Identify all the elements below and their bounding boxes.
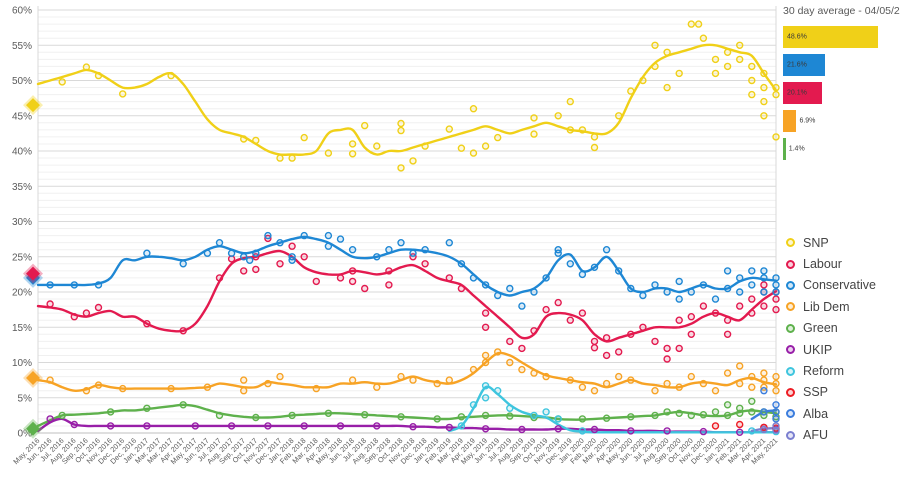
- series-line-conservative: [36, 235, 778, 297]
- y-axis-label: 55%: [12, 41, 32, 52]
- legend-marker-icon: [786, 366, 795, 376]
- average-bar-green: [783, 138, 786, 160]
- series-line-snp: [36, 43, 778, 156]
- legend-item-ukip: UKIP: [786, 339, 898, 360]
- legend-item-snp: SNP: [786, 232, 898, 253]
- legend-label: UKIP: [803, 342, 833, 357]
- series-line-ukip: [36, 417, 778, 434]
- series-line-green: [36, 403, 778, 428]
- legend-label: Reform: [803, 364, 844, 379]
- series-polls-lib-dem: [46, 348, 780, 395]
- y-axis-label: 20%: [12, 288, 32, 299]
- average-bar-row: 48.6%: [783, 26, 897, 48]
- series-line-labour: [36, 249, 778, 343]
- series-line-reform: [448, 385, 778, 434]
- y-axis-label: 50%: [12, 76, 32, 87]
- gridlines: 0% 5% 10% 15% 20% 25% 30% 35% 40% 45% 50% 55% 60%: [12, 6, 777, 440]
- average-panel-title: 30 day average - 04/05/21: [783, 5, 900, 17]
- legend-marker-icon: [786, 280, 795, 290]
- legend-item-labour: Labour: [786, 253, 898, 274]
- legend-marker-icon: [786, 345, 795, 355]
- average-panel: 30 day average - 04/05/21 48.6% 21.6% 20.1…: [783, 5, 900, 166]
- average-bar-labour: [783, 82, 823, 104]
- legend-marker-icon: [786, 238, 795, 248]
- average-bar-value: 1.4%: [788, 145, 805, 153]
- series-polls-reform: [457, 382, 780, 436]
- legend-item-ssp: SSP: [786, 382, 898, 403]
- y-axis-label: 45%: [12, 111, 32, 122]
- y-axis-label: 25%: [12, 252, 32, 263]
- y-axis-label: 15%: [12, 323, 32, 334]
- legend-item-reform: Reform: [786, 360, 898, 381]
- series-polls-alba: [760, 387, 780, 423]
- legend-marker-icon: [786, 259, 795, 269]
- y-axis-label: 40%: [12, 147, 32, 158]
- legend-marker-icon: [786, 409, 795, 419]
- legend-label: Labour: [803, 257, 842, 272]
- legend-label: Alba: [803, 406, 829, 421]
- legend-label: SSP: [803, 385, 829, 400]
- series-polls-snp: [58, 20, 780, 172]
- legend-marker-icon: [786, 302, 795, 312]
- legend-label: Conservative: [803, 278, 876, 293]
- legend-item-afu: AFU: [786, 425, 898, 446]
- average-bar-row: 20.1%: [783, 82, 897, 104]
- average-bar-row: 21.6%: [783, 54, 897, 76]
- legend-item-conservative: Conservative: [786, 275, 898, 296]
- average-bar-conservative: [783, 54, 826, 76]
- series-polls-afu: [760, 422, 780, 434]
- legend-marker-icon: [786, 323, 795, 333]
- legend-label: AFU: [803, 428, 828, 443]
- series-polls-labour: [46, 234, 780, 363]
- legend-marker-icon: [786, 430, 795, 440]
- series-line-lib-dem: [36, 351, 778, 392]
- y-axis-label: 35%: [12, 182, 32, 193]
- chart-legend: SNP Labour Conservative Lib Dem Green UKIP Ref…: [786, 232, 898, 446]
- series-polls-conservative: [46, 231, 780, 310]
- legend-label: Lib Dem: [803, 299, 850, 314]
- legend-item-alba: Alba: [786, 403, 898, 424]
- average-bar-snp: [783, 26, 878, 48]
- average-bar-row: 6.9%: [783, 110, 897, 132]
- average-bars: 48.6% 21.6% 20.1% 6.9% 1.4%: [783, 26, 897, 160]
- legend-label: SNP: [803, 235, 829, 250]
- legend-marker-icon: [786, 387, 795, 397]
- y-axis-label: 0%: [18, 429, 33, 440]
- series-polls-green: [58, 397, 780, 423]
- average-bar-value: 21.6%: [787, 61, 807, 69]
- legend-label: Green: [803, 321, 838, 336]
- election-result-markers: [23, 95, 43, 439]
- series-polls-ssp: [711, 420, 780, 432]
- average-bar-row: 1.4%: [783, 138, 897, 160]
- y-axis-label: 10%: [12, 358, 32, 369]
- y-axis-label: 5%: [18, 393, 33, 404]
- y-axis-label: 30%: [12, 217, 32, 228]
- average-bar-value: 48.6%: [787, 33, 807, 41]
- average-bar-value: 20.1%: [787, 89, 807, 97]
- legend-item-lib-dem: Lib Dem: [786, 296, 898, 317]
- legend-item-green: Green: [786, 318, 898, 339]
- average-bar-lib-dem: [783, 110, 797, 132]
- average-bar-value: 6.9%: [799, 117, 816, 125]
- y-axis-label: 60%: [12, 6, 32, 17]
